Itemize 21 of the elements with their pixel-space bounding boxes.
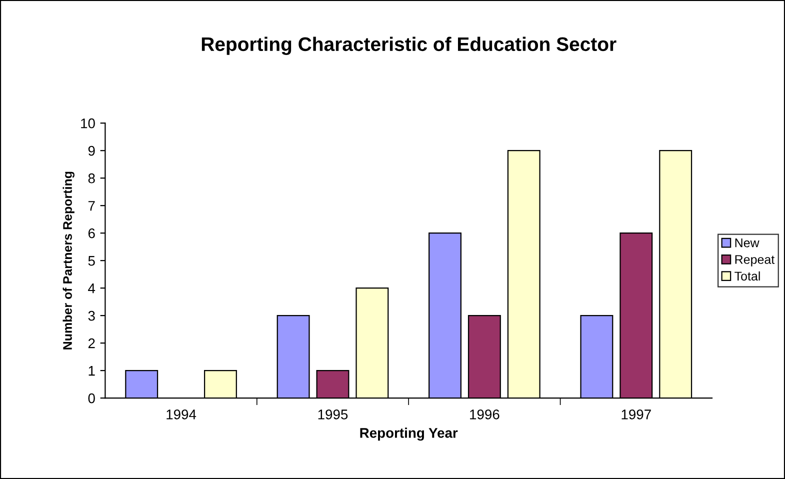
y-tick-label: 5 — [88, 256, 95, 266]
y-tick-label: 10 — [81, 118, 95, 128]
y-tick-label: 0 — [88, 393, 95, 404]
legend-label: New — [735, 238, 760, 248]
y-tick-label: 2 — [88, 338, 95, 348]
x-tick-label: 1997 — [622, 410, 651, 420]
x-tick-label: 1994 — [166, 410, 196, 420]
x-tick-label: 1995 — [318, 410, 348, 420]
legend-label: Total — [734, 271, 760, 281]
y-tick-label: 6 — [88, 228, 95, 238]
y-tick-label: 7 — [88, 201, 95, 211]
legend-label: Repeat — [735, 255, 775, 266]
y-tick-label: 4 — [88, 284, 96, 294]
x-axis-title: Reporting Year — [360, 428, 458, 441]
y-tick-label: 1 — [88, 366, 95, 376]
y-tick-label: 8 — [88, 173, 95, 184]
chart-title: Reporting Characteristic of Education Sector — [202, 36, 616, 55]
x-tick-label: 1996 — [470, 410, 500, 420]
y-tick-label: 9 — [88, 146, 95, 156]
y-tick-label: 3 — [88, 310, 95, 321]
y-axis-title: Number of Partners Reporting — [62, 172, 74, 350]
